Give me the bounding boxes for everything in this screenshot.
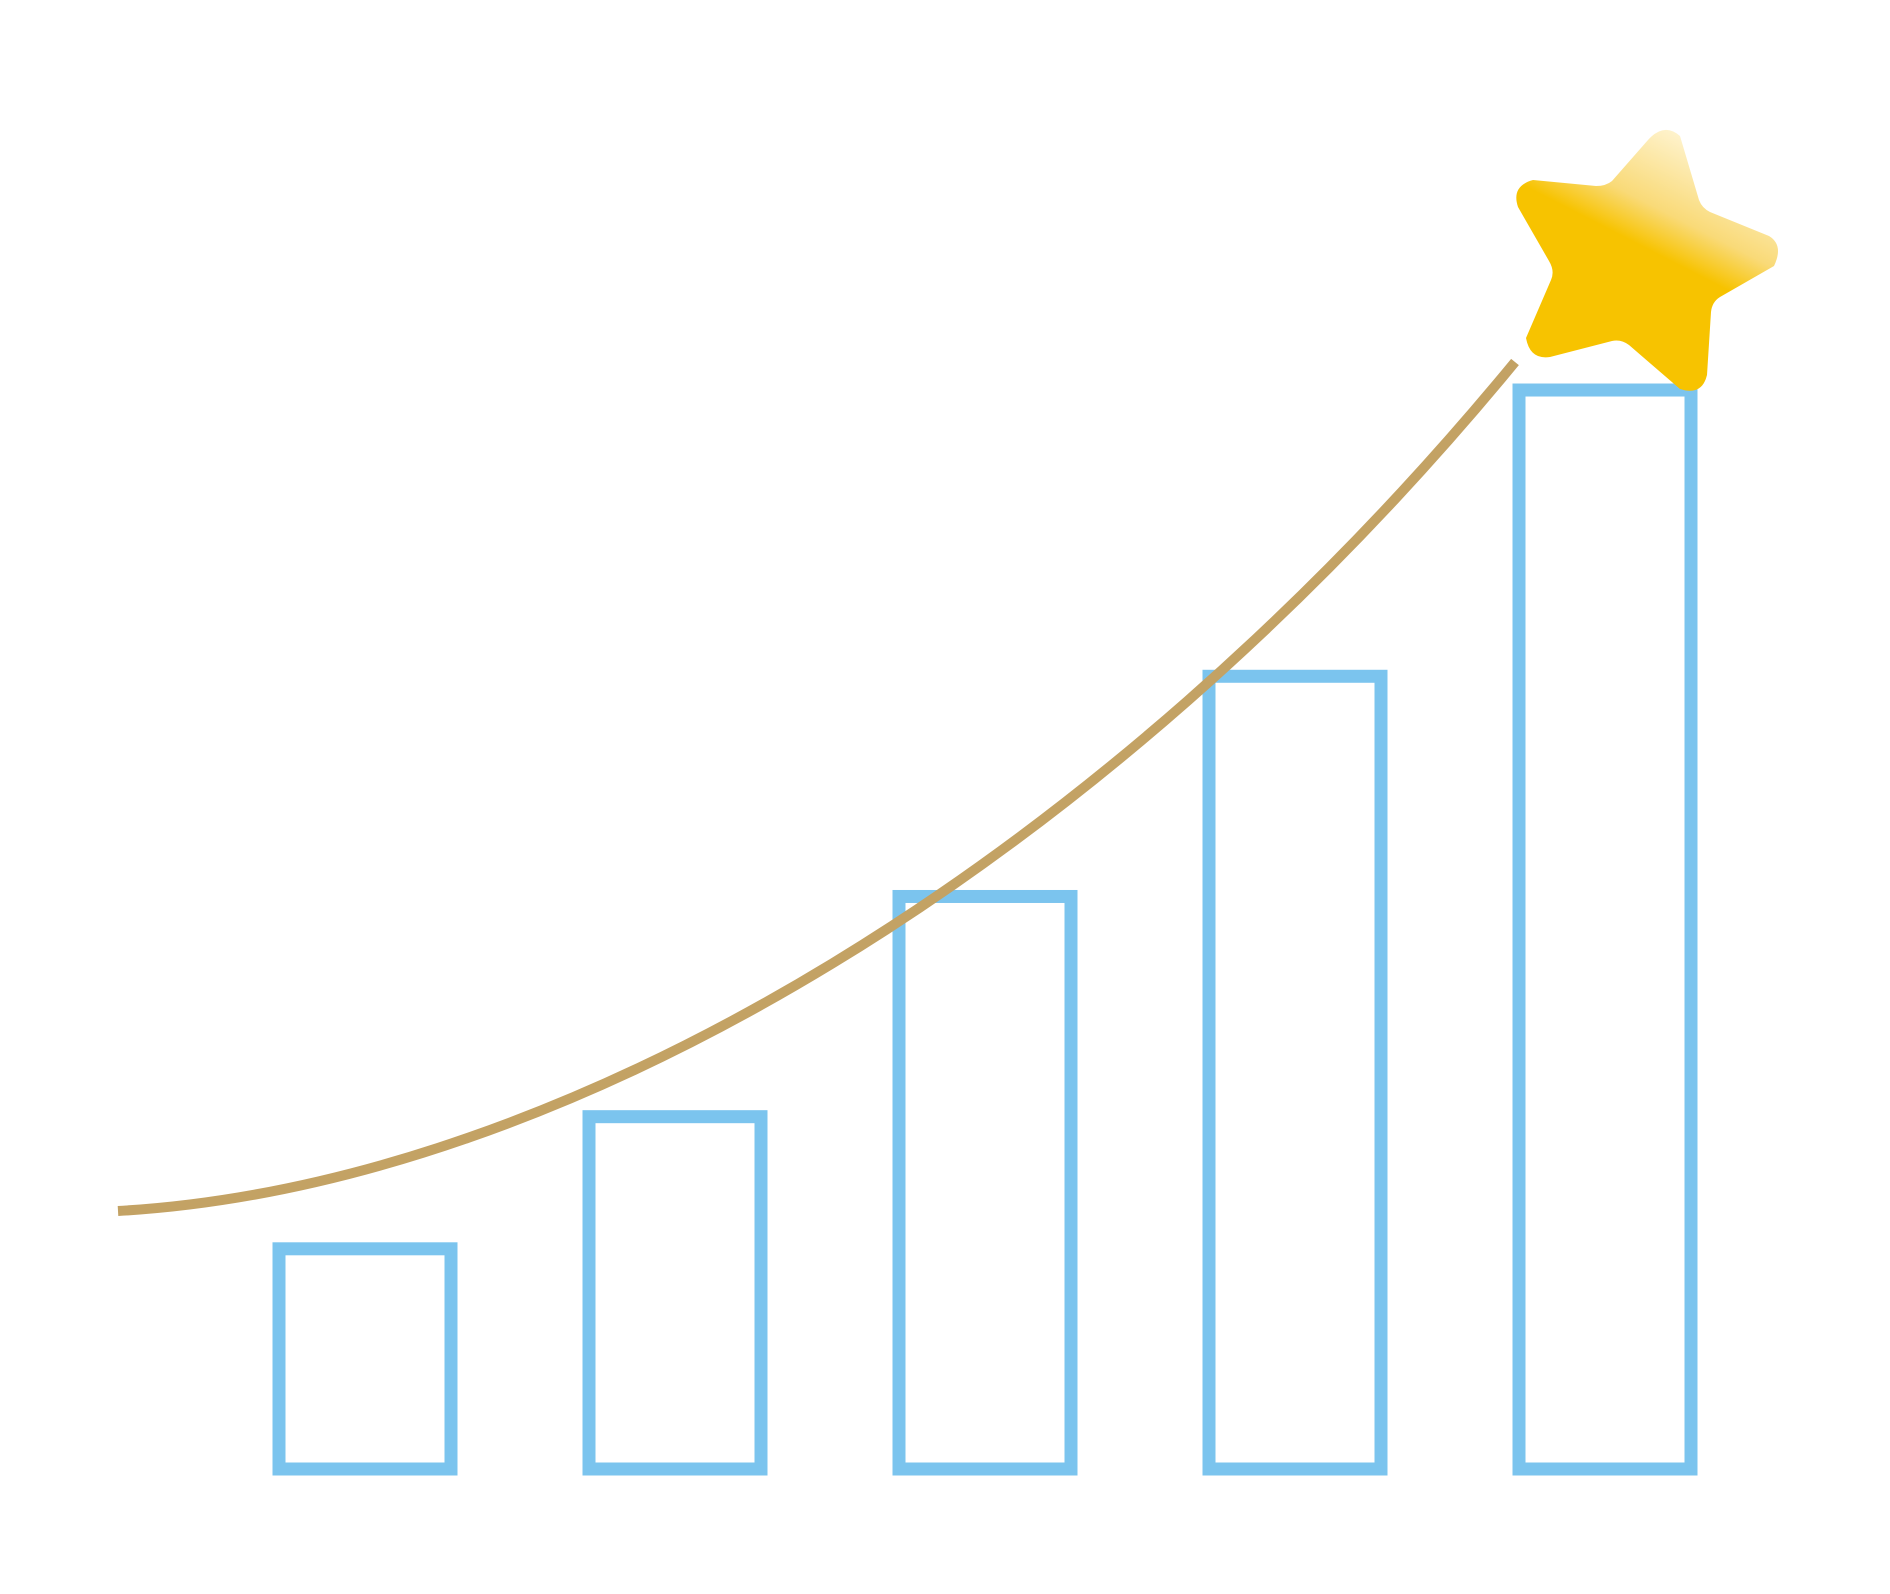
star-icon <box>1516 129 1778 391</box>
bar-1 <box>272 1242 458 1476</box>
bar-3 <box>892 889 1078 1476</box>
growth-trend-line <box>117 358 1519 1216</box>
bar-5 <box>1512 383 1698 1476</box>
bar-2 <box>582 1110 768 1476</box>
bar-4 <box>1202 669 1388 1476</box>
bars-layer <box>272 383 1698 1476</box>
